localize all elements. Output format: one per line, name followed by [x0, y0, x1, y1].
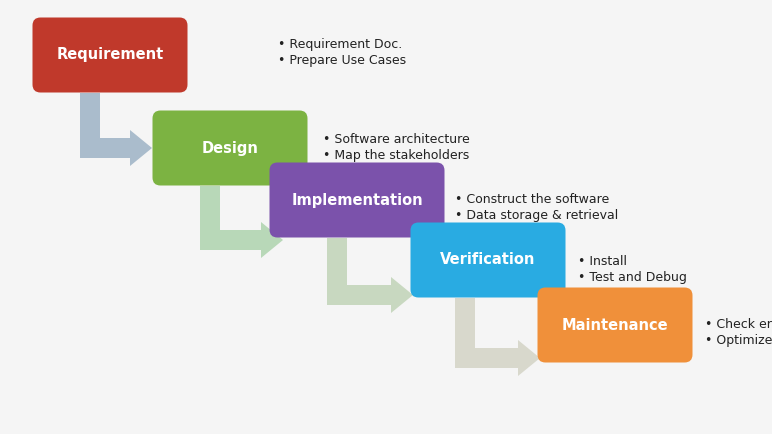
Text: • Prepare Use Cases: • Prepare Use Cases — [278, 54, 406, 67]
Text: • Software architecture: • Software architecture — [323, 133, 469, 146]
FancyBboxPatch shape — [32, 17, 188, 92]
Polygon shape — [80, 93, 100, 158]
Text: • Construct the software: • Construct the software — [455, 193, 609, 206]
Polygon shape — [391, 277, 413, 313]
FancyBboxPatch shape — [269, 162, 445, 237]
FancyBboxPatch shape — [153, 111, 307, 185]
Text: Design: Design — [201, 141, 259, 155]
Text: • Install: • Install — [578, 255, 627, 268]
Text: • Optimize capabilities: • Optimize capabilities — [705, 334, 772, 347]
Polygon shape — [518, 340, 540, 376]
Text: • Map the stakeholders: • Map the stakeholders — [323, 149, 469, 162]
Polygon shape — [327, 285, 391, 305]
Polygon shape — [130, 130, 152, 166]
FancyBboxPatch shape — [411, 223, 566, 297]
Text: • Check errors: • Check errors — [705, 318, 772, 331]
Polygon shape — [80, 138, 130, 158]
Text: • Requirement Doc.: • Requirement Doc. — [278, 38, 402, 51]
Text: Maintenance: Maintenance — [562, 318, 669, 332]
Polygon shape — [200, 230, 261, 250]
FancyBboxPatch shape — [537, 287, 692, 362]
Polygon shape — [455, 298, 475, 368]
Text: Requirement: Requirement — [56, 47, 164, 62]
Text: • Test and Debug: • Test and Debug — [578, 271, 687, 284]
Polygon shape — [455, 348, 518, 368]
Text: Implementation: Implementation — [291, 193, 423, 207]
Polygon shape — [200, 186, 220, 250]
Polygon shape — [261, 222, 283, 258]
Text: • Data storage & retrieval: • Data storage & retrieval — [455, 209, 618, 222]
Polygon shape — [327, 238, 347, 305]
Text: Verification: Verification — [440, 253, 536, 267]
